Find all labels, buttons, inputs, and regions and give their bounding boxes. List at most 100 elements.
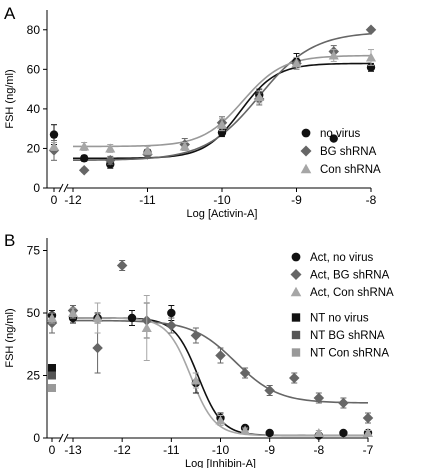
data-point [190,330,202,341]
data-point [365,52,377,62]
data-point [190,375,201,385]
panel-label: A [4,4,16,23]
x-tick-label: -8 [313,443,324,457]
axis-break-mark [58,183,64,193]
legend-marker [291,348,301,357]
legend-entry: BG shRNA [320,146,377,158]
data-point [362,412,374,424]
x-tick-label: -11 [163,443,180,457]
data-point [79,141,90,151]
y-axis-label: FSH (ng/ml) [4,308,16,367]
chart-panel-a: A 0 20 40 60 80 0 -12 -11 -10 -9 -8 Log [Activin-A] F… [4,4,381,220]
legend-entry: Act, no virus [310,252,374,264]
data-point [265,428,274,438]
legend: Act, no virus Act, BG shRNA Act, Con shRNA… [290,252,394,360]
legend-entry: no virus [320,128,361,140]
x-axis-label: Log [Inhibin-A] [185,458,256,468]
baseline-point [48,384,56,392]
data-point [116,260,128,271]
data-point [289,372,300,384]
data-point [179,141,190,151]
data-point [105,155,116,166]
baseline-point [48,364,56,372]
legend-entry: NT BG shRNA [310,330,385,342]
legend-marker [291,252,301,262]
data-point [365,24,377,36]
data-point [141,322,152,333]
axis-break-mark [63,433,69,443]
baseline-point [49,130,59,139]
x-tick-label: 0 [49,443,56,457]
legend: no virus BG shRNA Con shRNA [300,128,381,176]
legend-marker [300,145,312,157]
x-tick-label: -10 [213,193,231,207]
fit-curve [73,62,372,160]
data-point [329,134,338,143]
x-tick-label: -7 [363,443,374,457]
data-point [78,164,90,176]
data-point [328,50,339,60]
legend-marker [290,286,302,297]
data-point [339,428,348,438]
x-tick-label: 0 [51,193,58,207]
x-tick-label: -9 [291,193,302,207]
y-tick-label: 0 [33,431,40,445]
y-tick-label: 20 [27,141,41,155]
legend-entry: NT no virus [310,313,369,325]
data-point [92,342,103,354]
y-tick-label: 50 [27,306,41,320]
panel-label: B [4,231,15,250]
x-tick-label: -12 [64,193,82,207]
y-tick-label: 75 [27,244,41,258]
x-axis-label: Log [Activin-A] [187,208,258,220]
data-point [338,397,349,409]
y-tick-label: 60 [27,62,41,76]
data-point [92,312,103,323]
baseline-point [46,312,58,323]
y-tick-label: 0 [33,181,40,195]
axis-break-mark [58,433,64,443]
legend-marker [300,163,312,174]
data-point [215,350,226,361]
legend-marker [291,313,301,322]
data-point [240,425,251,435]
legend-marker [301,128,311,138]
data-point [167,308,176,318]
fit-curve [72,32,372,161]
y-axis-label: FSH (ng/ml) [4,69,16,128]
legend-marker [290,269,302,280]
data-point [239,367,251,379]
x-tick-label: -9 [264,443,275,457]
y-tick-label: 40 [27,102,41,116]
legend-entry: Act, Con shRNA [310,287,394,299]
legend-marker [291,330,301,340]
data-point [264,385,275,396]
x-tick-label: -10 [212,443,230,457]
data-point [313,392,325,404]
x-tick-label: -13 [64,443,82,457]
legend-entry: Act, BG shRNA [310,270,390,282]
data-point [215,415,226,425]
baseline-point [48,141,60,151]
data-point [105,143,116,153]
legend-entry: Con shRNA [320,164,381,176]
legend-entry: NT Con shRNA [310,348,389,360]
data-point [254,91,265,102]
data-point [362,427,374,438]
data-point [166,320,177,331]
baseline-point [48,371,56,380]
y-tick-label: 80 [27,23,41,37]
data-point [79,154,89,163]
y-tick-label: 25 [27,369,41,383]
data-point [216,119,228,129]
x-tick-label: -11 [139,193,156,207]
axis-break-mark [63,183,69,193]
data-point [127,313,137,323]
data-point [313,427,324,438]
data-point [142,145,153,155]
chart-panel-b: B 0 25 50 75 0 -13 -12 -11 -10 -9 -8 -7 Log [Inhibin-… [4,231,394,468]
x-tick-label: -8 [366,193,377,207]
data-point [67,307,79,318]
data-point [291,58,302,68]
